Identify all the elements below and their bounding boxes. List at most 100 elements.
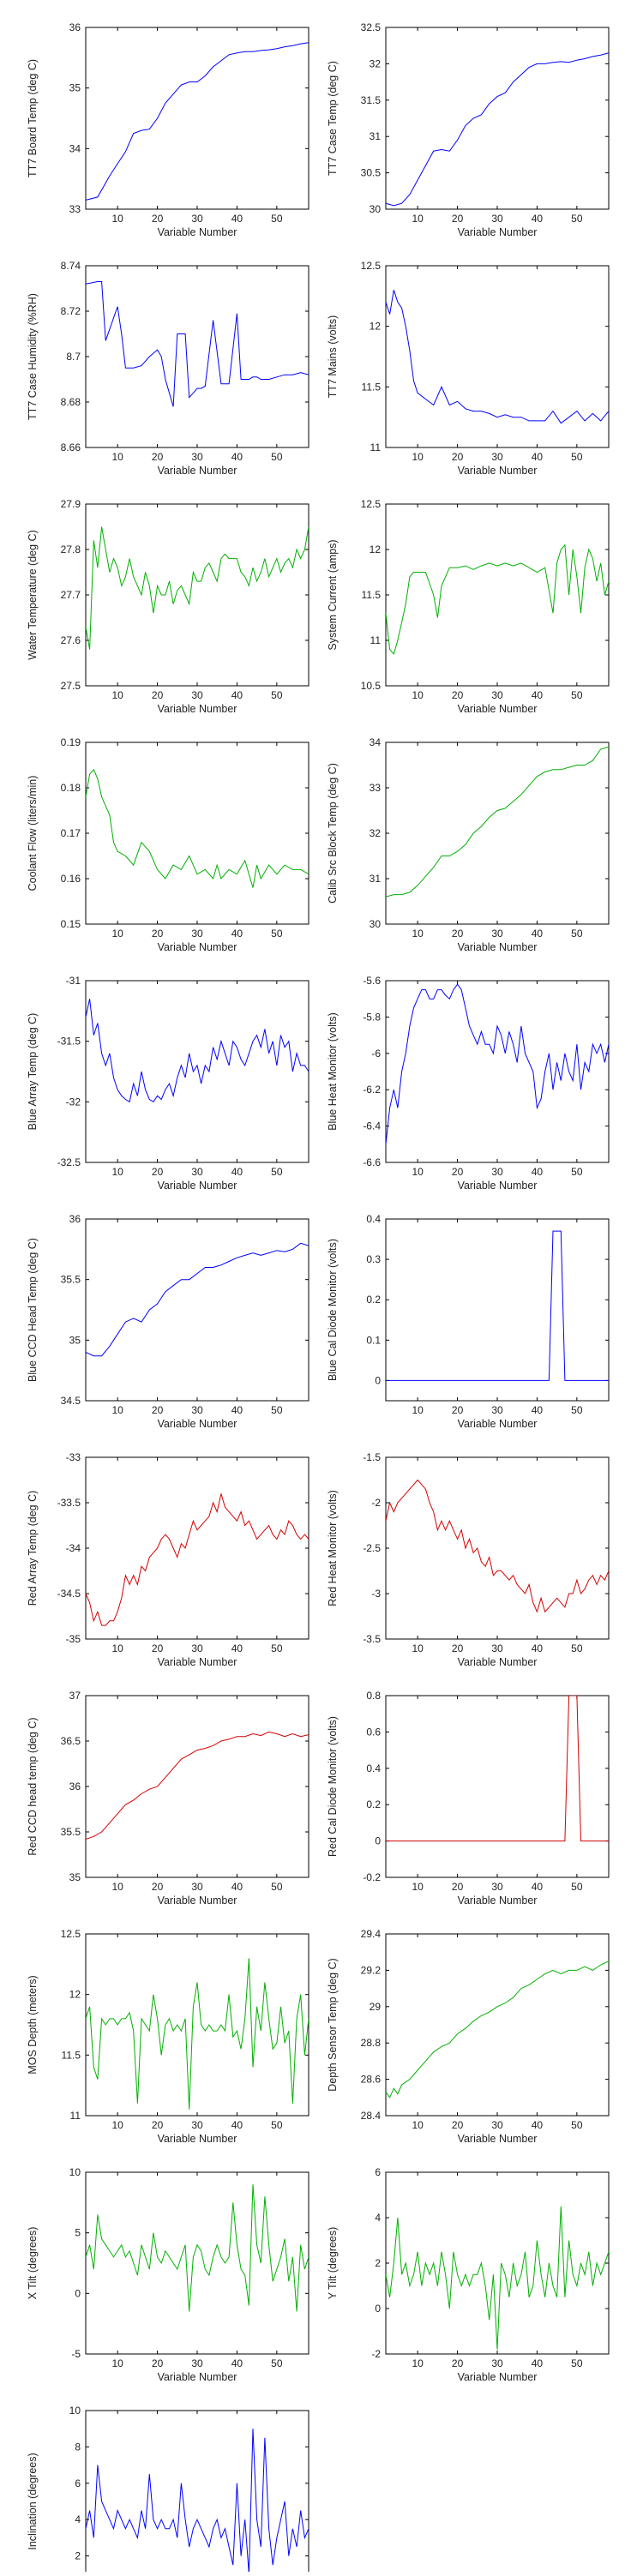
y-tick-label: -32: [66, 1096, 81, 1108]
x-tick-label: 50: [571, 1642, 583, 1654]
y-tick-label: 0.18: [61, 782, 81, 794]
x-axis-label: Variable Number: [458, 465, 538, 477]
y-tick-label: 34: [370, 736, 382, 748]
chart-panel-7: 10 20 30 40 50 0.15 0.16 0.17 0.18 0.19 Variable N…: [27, 736, 309, 953]
y-tick-label: 36.5: [61, 1735, 81, 1747]
y-tick-label: 27.5: [61, 680, 81, 692]
x-tick-label: 40: [231, 689, 243, 701]
x-tick-label: 30: [191, 2357, 203, 2369]
y-tick-label: 12: [370, 543, 382, 555]
x-tick-label: 20: [152, 2357, 164, 2369]
x-axis-label: Variable Number: [458, 2133, 538, 2145]
x-tick-label: 30: [191, 1881, 203, 1893]
y-tick-label: 8.66: [61, 441, 81, 453]
x-tick-label: 30: [491, 1642, 503, 1654]
x-tick-label: 30: [191, 1404, 203, 1416]
x-axis-label: Variable Number: [158, 703, 237, 715]
x-tick-label: 50: [271, 451, 283, 463]
y-tick-label: 0: [75, 2287, 81, 2299]
chart-panel-20: 10 20 30 40 50 -2 0 2 4 6 Variable Number Y Tilt (d…: [327, 2166, 610, 2383]
y-tick-label: 35.5: [61, 1274, 81, 1286]
x-axis-label: Variable Number: [458, 1894, 538, 1906]
y-tick-label: 8.68: [61, 396, 81, 408]
y-tick-label: 11: [70, 2110, 81, 2122]
chart-panel-3: 10 20 30 40 50 8.66 8.68 8.7 8.72 8.74 Variable Nu…: [27, 260, 309, 477]
y-tick-label: 33: [69, 203, 81, 215]
x-axis-label: Variable Number: [458, 2371, 538, 2383]
x-tick-label: 10: [412, 213, 424, 225]
x-axis-label: Variable Number: [458, 226, 538, 238]
y-axis-label: Red CCD head temp (deg C): [27, 1717, 39, 1855]
series-line: [86, 2184, 309, 2312]
y-tick-label: 32.5: [361, 21, 382, 33]
y-tick-label: 12: [69, 1989, 81, 2001]
series-line: [386, 1479, 609, 1613]
x-tick-label: 50: [271, 1642, 283, 1654]
x-tick-label: 20: [452, 213, 464, 225]
x-tick-label: 10: [412, 1404, 424, 1416]
series-line: [386, 983, 609, 1144]
x-tick-label: 20: [452, 1166, 464, 1178]
plot-frame: [85, 742, 309, 925]
series-line: [386, 1961, 609, 2099]
x-tick-label: 40: [532, 689, 544, 701]
x-tick-label: 20: [452, 1404, 464, 1416]
x-tick-label: 50: [271, 689, 283, 701]
y-tick-label: 29.4: [361, 1928, 382, 1940]
y-tick-label: 11: [370, 441, 382, 453]
x-axis-label: Variable Number: [158, 2133, 237, 2145]
y-axis-label: Water Temperature (deg C): [27, 530, 39, 659]
chart-panel-12: 10 20 30 40 50 0 0.1 0.2 0.3 0.4 Variable Number Bl…: [327, 1213, 610, 1430]
chart-panel-4: 10 20 30 40 50 11 11.5 12 12.5 Variable Number TT7…: [327, 260, 610, 477]
y-tick-label: 11.5: [362, 589, 382, 601]
chart-panel-13: 10 20 30 40 50 -35 -34.5 -34 -33.5 -33 Variable Nu…: [27, 1451, 309, 1668]
x-tick-label: 40: [231, 1881, 243, 1893]
x-axis-label: Variable Number: [158, 941, 237, 953]
x-tick-label: 30: [491, 213, 503, 225]
y-tick-label: -6.4: [363, 1120, 381, 1132]
x-tick-label: 30: [491, 928, 503, 940]
x-axis-label: Variable Number: [158, 1418, 237, 1430]
y-tick-label: 29.2: [361, 1964, 382, 1976]
y-tick-label: 12.5: [361, 498, 382, 510]
y-tick-label: 0: [375, 1374, 381, 1386]
y-tick-label: 31.5: [361, 94, 382, 106]
series-line: [86, 1493, 309, 1626]
x-tick-label: 30: [491, 1404, 503, 1416]
x-tick-label: 50: [571, 2357, 583, 2369]
x-tick-label: 50: [271, 1166, 283, 1178]
x-tick-label: 40: [532, 213, 544, 225]
x-tick-label: 40: [231, 451, 243, 463]
plot-frame: [385, 503, 610, 687]
x-tick-label: 10: [111, 1404, 123, 1416]
plot-frame: [385, 1933, 610, 2117]
x-axis-label: Variable Number: [158, 1180, 237, 1192]
series-line: [86, 1731, 309, 1840]
chart-panel-2: 10 20 30 40 50 30 30.5 31 31.5 32 32.5 Variable Num…: [327, 21, 610, 238]
x-tick-label: 30: [191, 213, 203, 225]
x-tick-label: 10: [111, 2119, 123, 2131]
x-tick-label: 50: [571, 1166, 583, 1178]
x-tick-label: 10: [111, 213, 123, 225]
x-tick-label: 40: [231, 1404, 243, 1416]
x-tick-label: 30: [191, 1166, 203, 1178]
plot-frame: [385, 1456, 610, 1640]
chart-panel-5: 10 20 30 40 50 27.5 27.6 27.7 27.8 27.9 Variable N…: [27, 498, 309, 715]
series-line: [386, 543, 609, 655]
y-tick-label: 32: [370, 57, 382, 69]
x-tick-label: 20: [152, 1404, 164, 1416]
chart-panel-15: 10 20 30 40 50 35 35.5 36 36.5 37 Variable Number R…: [27, 1690, 309, 1906]
y-tick-label: 2: [375, 2257, 381, 2269]
series-line: [86, 526, 309, 650]
y-tick-label: 27.6: [61, 634, 81, 646]
series-line: [386, 2206, 609, 2350]
y-tick-label: 0.4: [366, 1762, 381, 1774]
x-tick-label: 40: [532, 1166, 544, 1178]
x-tick-label: 10: [412, 2119, 424, 2131]
y-axis-label: TT7 Case Temp (deg C): [327, 61, 339, 176]
y-tick-label: 35: [69, 1871, 81, 1883]
y-tick-label: 11.5: [362, 381, 382, 393]
series-line: [86, 1958, 309, 2110]
